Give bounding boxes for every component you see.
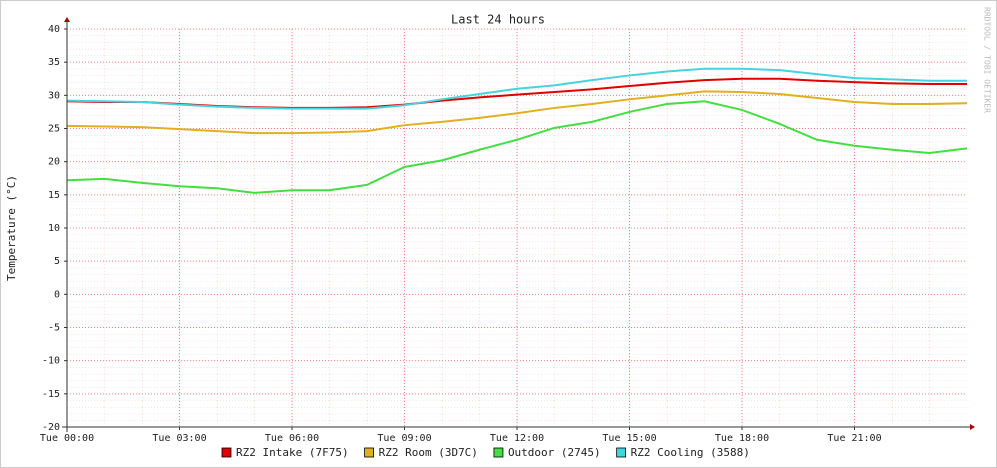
y-tick-label: -5 (48, 323, 60, 334)
legend: RZ2 Intake (7F75) RZ2 Room (3D7C) Outdoor … (221, 446, 750, 459)
y-tick-label: 30 (48, 90, 60, 101)
y-axis-label: Temperature (°C) (5, 175, 18, 281)
y-tick-label: 15 (48, 190, 60, 201)
y-tick-label: 0 (54, 289, 60, 300)
y-tick-label: -20 (42, 422, 60, 433)
x-tick-label: Tue 03:00 (152, 433, 206, 444)
y-tick-label: -10 (42, 356, 60, 367)
series-line (66, 90, 968, 135)
watermark: RRDTOOL / TOBI OETIKER (983, 7, 992, 113)
legend-label: RZ2 Intake (7F75) (236, 446, 349, 459)
legend-swatch (616, 447, 627, 458)
y-arrow (64, 17, 70, 22)
y-tick-label: 20 (48, 157, 60, 168)
y-tick-label: 5 (54, 256, 60, 267)
y-tick-label: 10 (48, 223, 60, 234)
x-tick-label: Tue 06:00 (265, 433, 319, 444)
legend-swatch (364, 447, 374, 458)
y-tick-label: -15 (42, 389, 60, 400)
x-tick-label: Tue 21:00 (827, 433, 881, 444)
y-tick-label: 40 (48, 24, 60, 35)
x-tick-label: Tue 12:00 (490, 433, 544, 444)
x-arrow (970, 424, 975, 430)
grid (66, 28, 967, 428)
lines (66, 67, 968, 194)
chart-title: Last 24 hours (451, 13, 545, 27)
legend-label: RZ2 Cooling (3588) (631, 446, 750, 459)
legend-label: RZ2 Room (3D7C) (379, 446, 478, 459)
x-tick-label: Tue 00:00 (40, 433, 94, 444)
x-tick-label: Tue 09:00 (377, 433, 431, 444)
y-tick-label: 35 (48, 57, 60, 68)
legend-label: Outdoor (2745) (508, 446, 601, 459)
series-line (66, 67, 967, 110)
series-line (66, 100, 968, 194)
x-tick-label: Tue 18:00 (715, 433, 769, 444)
x-tick-label: Tue 15:00 (602, 433, 656, 444)
legend-swatch (493, 447, 504, 458)
legend-swatch (221, 447, 232, 458)
y-tick-label: 25 (48, 124, 60, 135)
